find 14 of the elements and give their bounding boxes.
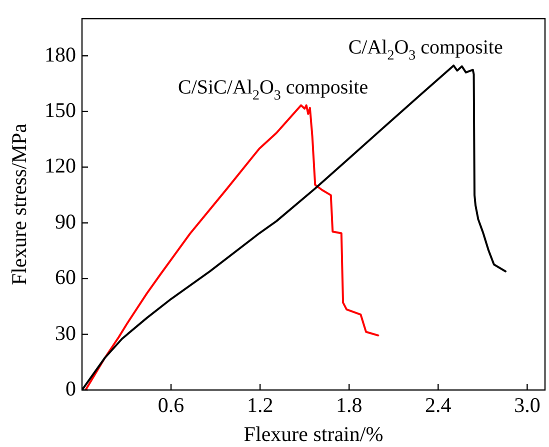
x-tick-label: 0.6 <box>158 393 184 418</box>
x-tick-label: 1.8 <box>336 393 362 418</box>
x-tick-label: 2.4 <box>425 393 452 418</box>
x-tick-label: 1.2 <box>246 393 274 418</box>
y-tick-label: 180 <box>44 42 76 66</box>
y-tick-label: 90 <box>55 209 76 234</box>
x-tick-label: 3.0 <box>514 393 540 418</box>
y-tick-label: 120 <box>44 154 76 178</box>
y-tick-label: 60 <box>55 265 76 290</box>
y-tick-label: 150 <box>44 98 76 122</box>
y-tick-label: 30 <box>55 320 76 345</box>
x-axis-title: Flexure strain/% <box>244 422 384 446</box>
y-tick-label: 0 <box>66 376 76 401</box>
y-axis-title: Flexure stress/MPa <box>7 122 31 286</box>
